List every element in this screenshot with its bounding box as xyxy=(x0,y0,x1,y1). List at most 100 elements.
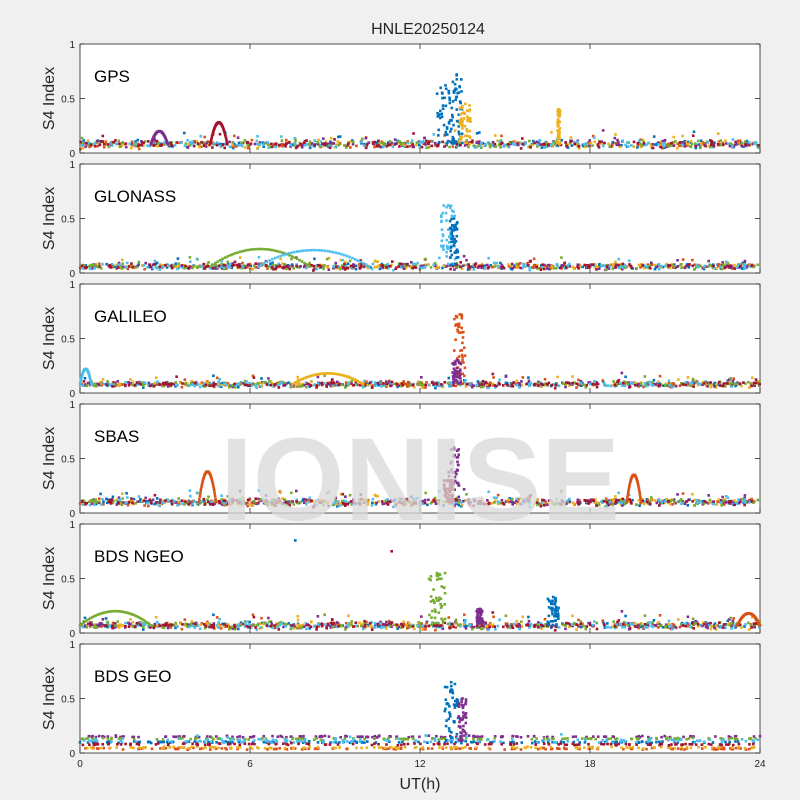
data-point xyxy=(216,260,220,263)
data-point xyxy=(624,375,627,379)
data-point xyxy=(118,145,122,148)
data-point xyxy=(78,502,82,505)
data-point xyxy=(519,147,523,150)
data-point xyxy=(295,489,298,493)
data-point xyxy=(251,374,255,378)
data-point xyxy=(164,499,167,502)
data-point xyxy=(443,489,447,493)
data-point xyxy=(298,144,301,147)
data-point xyxy=(459,373,462,376)
data-point xyxy=(475,383,479,387)
data-point xyxy=(352,265,355,269)
data-point xyxy=(310,380,313,383)
data-point xyxy=(463,625,466,628)
data-point xyxy=(257,144,261,147)
data-point xyxy=(657,143,660,146)
data-point xyxy=(433,496,437,500)
data-point xyxy=(742,263,746,267)
data-point xyxy=(624,264,628,268)
data-point xyxy=(587,141,590,144)
data-point xyxy=(723,263,727,266)
data-point xyxy=(462,330,465,334)
data-point xyxy=(115,142,118,145)
data-point xyxy=(558,130,561,134)
data-point xyxy=(371,142,375,145)
data-point xyxy=(449,500,452,503)
data-point xyxy=(487,490,490,494)
data-point xyxy=(254,501,258,505)
data-point xyxy=(199,134,203,138)
data-point xyxy=(448,488,452,492)
data-point xyxy=(603,141,606,145)
data-point xyxy=(445,205,448,209)
data-point xyxy=(702,266,706,269)
data-point xyxy=(627,491,630,494)
data-point xyxy=(411,266,414,270)
data-point xyxy=(614,502,617,505)
data-point xyxy=(308,496,311,500)
data-point xyxy=(556,141,560,144)
data-point xyxy=(444,104,448,108)
data-point xyxy=(184,142,188,145)
data-point xyxy=(452,384,455,387)
data-point xyxy=(400,143,403,146)
data-point xyxy=(395,502,398,505)
data-point xyxy=(410,265,413,268)
data-point xyxy=(557,502,560,506)
data-point xyxy=(197,500,201,504)
data-point xyxy=(312,373,315,377)
data-point xyxy=(177,264,180,268)
data-point xyxy=(366,266,370,270)
data-point xyxy=(446,139,450,143)
data-point xyxy=(302,497,305,501)
data-point xyxy=(129,378,132,381)
data-point xyxy=(214,263,217,267)
data-point xyxy=(714,386,718,389)
data-point xyxy=(654,382,657,386)
data-point xyxy=(738,382,742,385)
data-point xyxy=(691,258,694,262)
data-point xyxy=(460,122,464,126)
data-point xyxy=(544,382,547,385)
data-point xyxy=(84,142,88,145)
data-point xyxy=(189,266,192,269)
data-point xyxy=(253,142,257,146)
data-point xyxy=(491,501,494,505)
data-point xyxy=(305,266,308,270)
data-point xyxy=(610,144,614,148)
data-point xyxy=(136,144,140,148)
data-point xyxy=(189,494,192,498)
data-point xyxy=(703,382,706,385)
data-point xyxy=(255,386,258,390)
data-point xyxy=(576,498,580,502)
data-point xyxy=(221,257,224,261)
data-point xyxy=(314,373,317,376)
data-point xyxy=(181,266,184,270)
data-point xyxy=(278,381,281,384)
data-point xyxy=(667,379,671,383)
data-point xyxy=(639,498,642,501)
data-point xyxy=(246,143,249,147)
data-point xyxy=(450,481,453,484)
data-point xyxy=(454,470,457,474)
data-point xyxy=(480,141,483,145)
data-point xyxy=(546,141,549,145)
data-point xyxy=(220,494,223,497)
data-point xyxy=(454,362,457,366)
data-point xyxy=(525,500,528,503)
data-point xyxy=(408,500,412,503)
data-point xyxy=(289,501,292,505)
data-point xyxy=(729,142,733,145)
data-point xyxy=(425,146,428,150)
data-point xyxy=(299,142,303,146)
data-point xyxy=(257,489,261,492)
data-point xyxy=(312,504,316,507)
data-point xyxy=(354,264,358,268)
data-point xyxy=(254,384,257,388)
data-point xyxy=(284,145,287,148)
data-point xyxy=(91,499,95,502)
data-point xyxy=(152,142,156,145)
data-point xyxy=(238,250,242,254)
data-point xyxy=(416,496,419,500)
data-point xyxy=(397,382,401,386)
